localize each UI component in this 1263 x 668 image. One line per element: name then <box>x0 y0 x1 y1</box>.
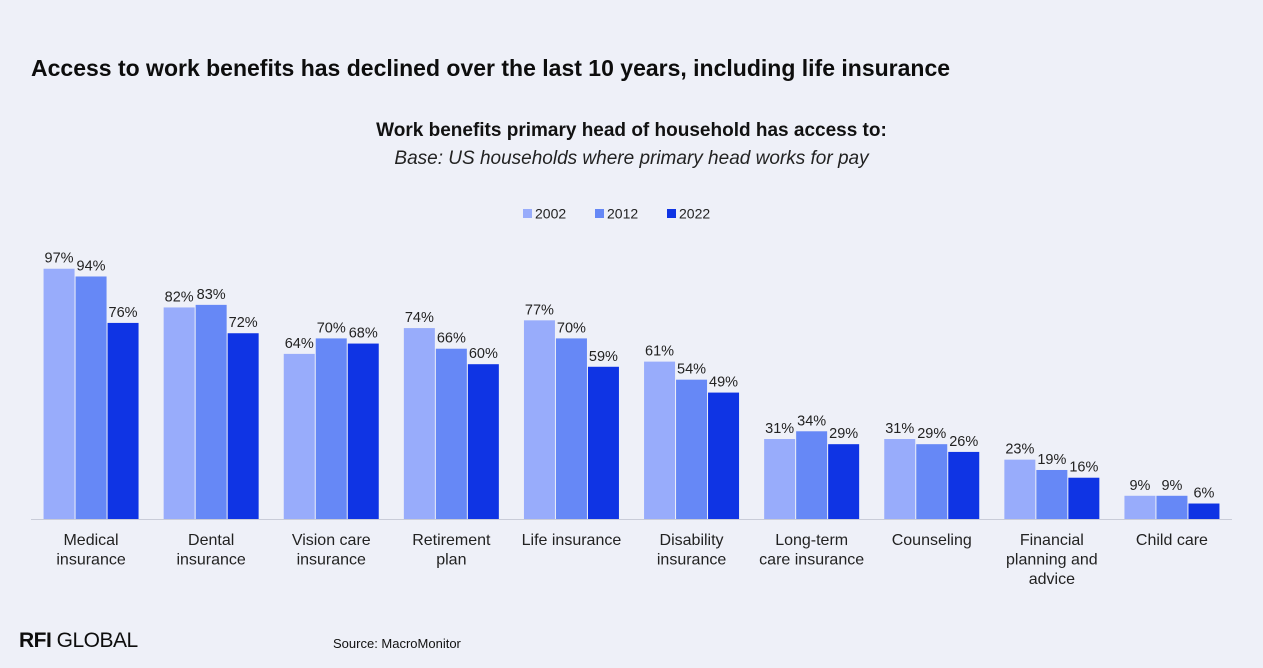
data-label: 64% <box>285 336 314 352</box>
bar <box>195 304 227 519</box>
data-label: 61% <box>645 344 674 360</box>
data-label: 9% <box>1129 478 1150 494</box>
bar <box>1124 495 1156 519</box>
category-label: plan <box>436 552 466 569</box>
legend-label: 2022 <box>679 206 710 222</box>
data-label: 66% <box>437 331 466 347</box>
category-label: care insurance <box>759 552 864 569</box>
bar <box>884 439 916 519</box>
bar <box>227 333 259 519</box>
bar <box>107 322 139 519</box>
bar <box>708 392 740 519</box>
data-label: 82% <box>165 289 194 305</box>
category-label: Dental <box>188 532 234 549</box>
category-label: insurance <box>657 552 726 569</box>
category-label: advice <box>1029 571 1075 588</box>
data-label: 23% <box>1005 442 1034 458</box>
data-label: 34% <box>797 413 826 429</box>
bar <box>283 353 315 519</box>
data-label: 16% <box>1069 460 1098 476</box>
bar <box>948 451 980 519</box>
bar <box>75 276 107 519</box>
bar <box>587 366 619 519</box>
data-label: 70% <box>317 320 346 336</box>
data-label: 83% <box>197 287 226 303</box>
data-label: 59% <box>589 349 618 365</box>
legend-label: 2002 <box>535 206 566 222</box>
bar <box>403 328 435 519</box>
category-label: Counseling <box>892 532 972 549</box>
data-label: 29% <box>917 426 946 442</box>
data-label: 19% <box>1037 452 1066 468</box>
category-label: planning and <box>1006 552 1098 569</box>
category-label: Long-term <box>775 532 848 549</box>
data-label: 6% <box>1193 486 1214 502</box>
rfi-global-logo: RFI GLOBAL <box>19 629 138 653</box>
category-label: insurance <box>56 552 125 569</box>
data-label: 60% <box>469 346 498 362</box>
data-label: 31% <box>885 421 914 437</box>
category-label: Vision care <box>292 532 371 549</box>
data-label: 29% <box>829 426 858 442</box>
bar <box>828 444 860 519</box>
logo-strong: RFI <box>19 629 52 652</box>
data-label: 26% <box>949 434 978 450</box>
data-label: 94% <box>77 258 106 274</box>
bar <box>43 268 75 519</box>
bar <box>1004 459 1036 519</box>
bar <box>347 343 379 519</box>
bar <box>467 364 499 519</box>
legend-swatch <box>595 209 604 218</box>
bar <box>1068 477 1100 519</box>
headline: Access to work benefits has declined ove… <box>31 55 951 81</box>
chart-title: Work benefits primary head of household … <box>376 120 887 141</box>
bar <box>163 307 195 519</box>
data-label: 76% <box>109 305 138 321</box>
source-note: Source: MacroMonitor <box>333 636 461 651</box>
category-label: Financial <box>1020 532 1084 549</box>
legend-swatch <box>667 209 676 218</box>
category-label: Child care <box>1136 532 1208 549</box>
data-label: 70% <box>557 320 586 336</box>
data-label: 97% <box>45 251 74 267</box>
data-label: 72% <box>229 315 258 331</box>
bar <box>555 338 587 519</box>
legend-label: 2012 <box>607 206 638 222</box>
category-label: Life insurance <box>522 532 622 549</box>
data-label: 9% <box>1161 478 1182 494</box>
bar <box>523 320 555 519</box>
category-label: Disability <box>660 532 724 549</box>
bar <box>676 379 708 519</box>
bar <box>435 348 467 519</box>
legend-swatch <box>523 209 532 218</box>
chart-subtitle: Base: US households where primary head w… <box>394 148 869 169</box>
data-label: 49% <box>709 375 738 391</box>
data-label: 54% <box>677 362 706 378</box>
bar <box>1156 495 1188 519</box>
data-label: 68% <box>349 326 378 342</box>
category-label: insurance <box>297 552 366 569</box>
category-label: Medical <box>63 532 118 549</box>
bar <box>796 431 828 519</box>
bar <box>644 361 676 519</box>
logo-rest: GLOBAL <box>51 629 139 652</box>
category-label: insurance <box>176 552 245 569</box>
bar <box>916 444 948 519</box>
bar <box>1036 469 1068 519</box>
bar <box>315 338 347 519</box>
category-label: Retirement <box>412 532 491 549</box>
data-label: 77% <box>525 302 554 318</box>
bar <box>1188 503 1220 519</box>
data-label: 74% <box>405 310 434 326</box>
bar <box>764 439 796 519</box>
data-label: 31% <box>765 421 794 437</box>
